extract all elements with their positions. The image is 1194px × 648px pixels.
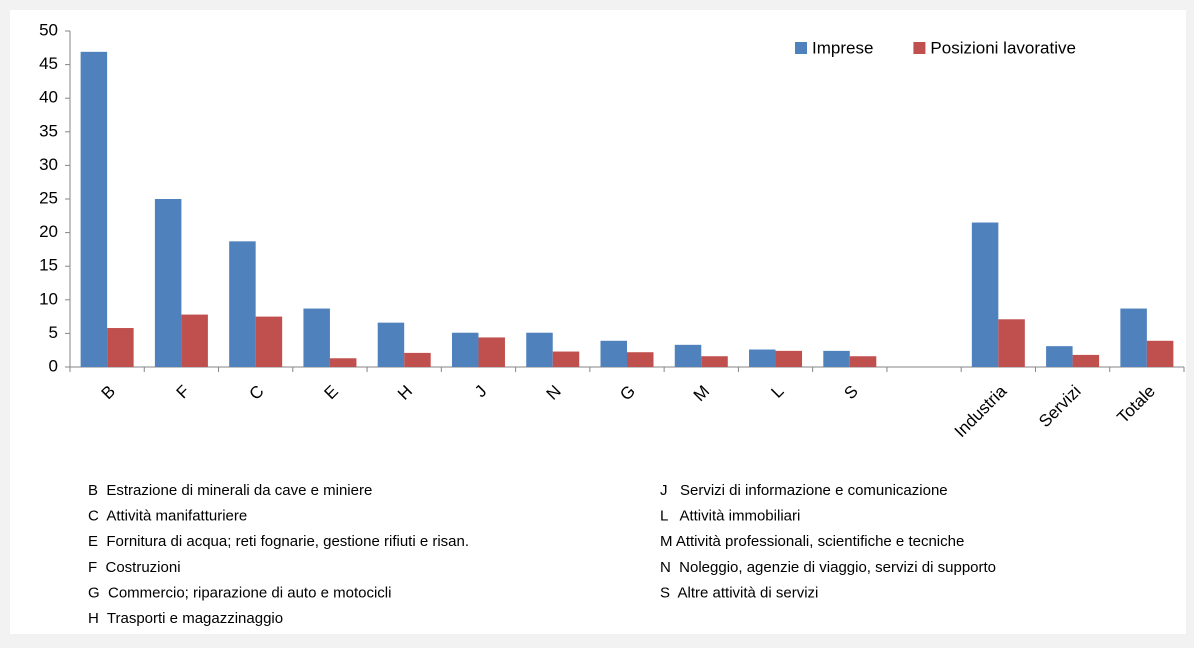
- bar: [154, 199, 182, 367]
- y-tick-label: 0: [49, 356, 58, 375]
- bar: [674, 344, 702, 367]
- y-tick-label: 40: [39, 88, 58, 107]
- bar: [701, 356, 728, 367]
- bar: [329, 358, 357, 367]
- bar: [181, 314, 208, 367]
- bar: [404, 352, 431, 367]
- bar: [478, 337, 505, 367]
- bar: [998, 319, 1025, 367]
- y-tick-label: 10: [39, 289, 58, 308]
- legend-label: Imprese: [812, 38, 873, 57]
- note: J Servizi di informazione e comunicazion…: [660, 482, 948, 499]
- bar: [451, 332, 479, 367]
- bar: [255, 316, 283, 367]
- y-tick-label: 20: [39, 222, 58, 241]
- y-tick-label: 50: [39, 20, 58, 39]
- note: M Attività professionali, scientifiche e…: [660, 533, 964, 550]
- y-tick-label: 25: [39, 188, 58, 207]
- bar: [303, 308, 330, 367]
- note: F Costruzioni: [88, 559, 181, 576]
- bar: [526, 332, 553, 367]
- y-tick-label: 15: [39, 256, 58, 275]
- note: B Estrazione di minerali da cave e minie…: [88, 482, 372, 499]
- bar: [600, 340, 627, 367]
- note: S Altre attività di servizi: [660, 584, 818, 601]
- y-tick-label: 35: [39, 121, 58, 140]
- note: N Noleggio, agenzie di viaggio, servizi …: [660, 559, 996, 576]
- bar: [849, 356, 877, 367]
- legend-label: Posizioni lavorative: [930, 38, 1076, 57]
- bar: [80, 51, 108, 367]
- note: E Fornitura di acqua; reti fognarie, ges…: [88, 533, 469, 550]
- bar: [823, 350, 850, 367]
- bar: [377, 322, 405, 367]
- bar: [971, 222, 999, 367]
- bar: [552, 351, 580, 367]
- y-tick-label: 30: [39, 155, 58, 174]
- note: L Attività immobiliari: [660, 508, 800, 525]
- bar: [749, 349, 776, 367]
- note: H Trasporti e magazzinaggio: [88, 610, 283, 627]
- y-tick-label: 45: [39, 54, 58, 73]
- bar: [1072, 354, 1100, 367]
- bar: [775, 350, 803, 367]
- bar: [107, 328, 134, 367]
- note: C Attività manifatturiere: [88, 508, 247, 525]
- legend-swatch: [913, 42, 926, 54]
- bar: [627, 352, 654, 367]
- bar: [1046, 346, 1073, 367]
- bar: [229, 241, 256, 367]
- y-tick-label: 5: [49, 323, 58, 342]
- note: G Commercio; riparazione di auto e motoc…: [88, 584, 391, 601]
- legend-swatch: [795, 42, 807, 54]
- bar: [1146, 340, 1174, 367]
- bar: [1120, 308, 1147, 367]
